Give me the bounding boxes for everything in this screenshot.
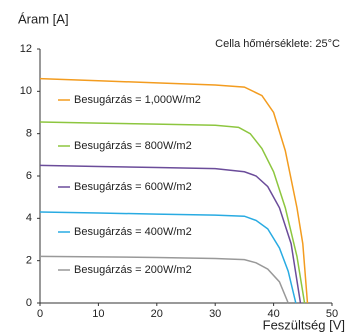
x-tick-label: 20 <box>151 308 163 320</box>
legend-label: Besugárzás = 800W/m2 <box>74 140 192 152</box>
x-tick-label: 10 <box>92 308 104 320</box>
curve <box>39 164 302 304</box>
x-tick-label: 30 <box>209 308 221 320</box>
y-axis-label: Áram [A] <box>18 11 69 26</box>
legend-label: Besugárzás = 200W/m2 <box>74 264 192 276</box>
y-tick-label: 4 <box>26 212 32 224</box>
curve <box>39 77 309 304</box>
y-tick-label: 6 <box>26 170 32 182</box>
annotation: Cella hőmérséklete: 25°C <box>215 38 340 50</box>
y-tick-label: 8 <box>26 128 32 140</box>
legend-label: Besugárzás = 600W/m2 <box>74 181 192 193</box>
x-tick-label: 0 <box>37 308 43 320</box>
x-axis-label: Feszültség [V] <box>263 317 345 332</box>
x-tick-label: 50 <box>326 308 338 320</box>
curve <box>39 255 289 304</box>
y-tick-label: 0 <box>26 297 32 309</box>
y-tick-label: 2 <box>26 255 32 267</box>
x-tick-label: 40 <box>267 308 279 320</box>
y-tick-label: 10 <box>20 85 32 97</box>
legend-label: Besugárzás = 1,000W/m2 <box>74 94 201 106</box>
curve <box>39 211 297 304</box>
legend-label: Besugárzás = 400W/m2 <box>74 226 192 238</box>
curve <box>39 121 306 304</box>
y-tick-label: 12 <box>20 43 32 55</box>
